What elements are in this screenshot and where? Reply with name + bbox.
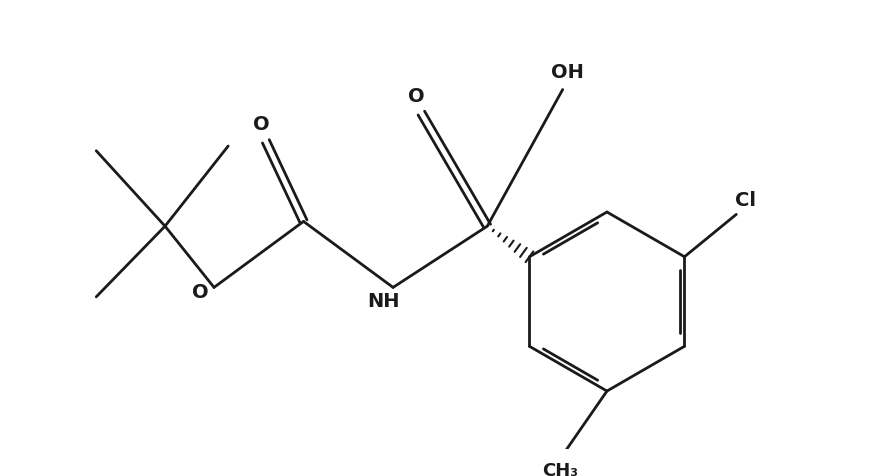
Text: Cl: Cl (735, 191, 757, 210)
Text: O: O (191, 283, 208, 302)
Text: OH: OH (551, 63, 584, 82)
Text: CH₃: CH₃ (542, 462, 578, 476)
Text: NH: NH (368, 292, 400, 311)
Text: O: O (408, 87, 425, 106)
Text: O: O (253, 115, 269, 134)
